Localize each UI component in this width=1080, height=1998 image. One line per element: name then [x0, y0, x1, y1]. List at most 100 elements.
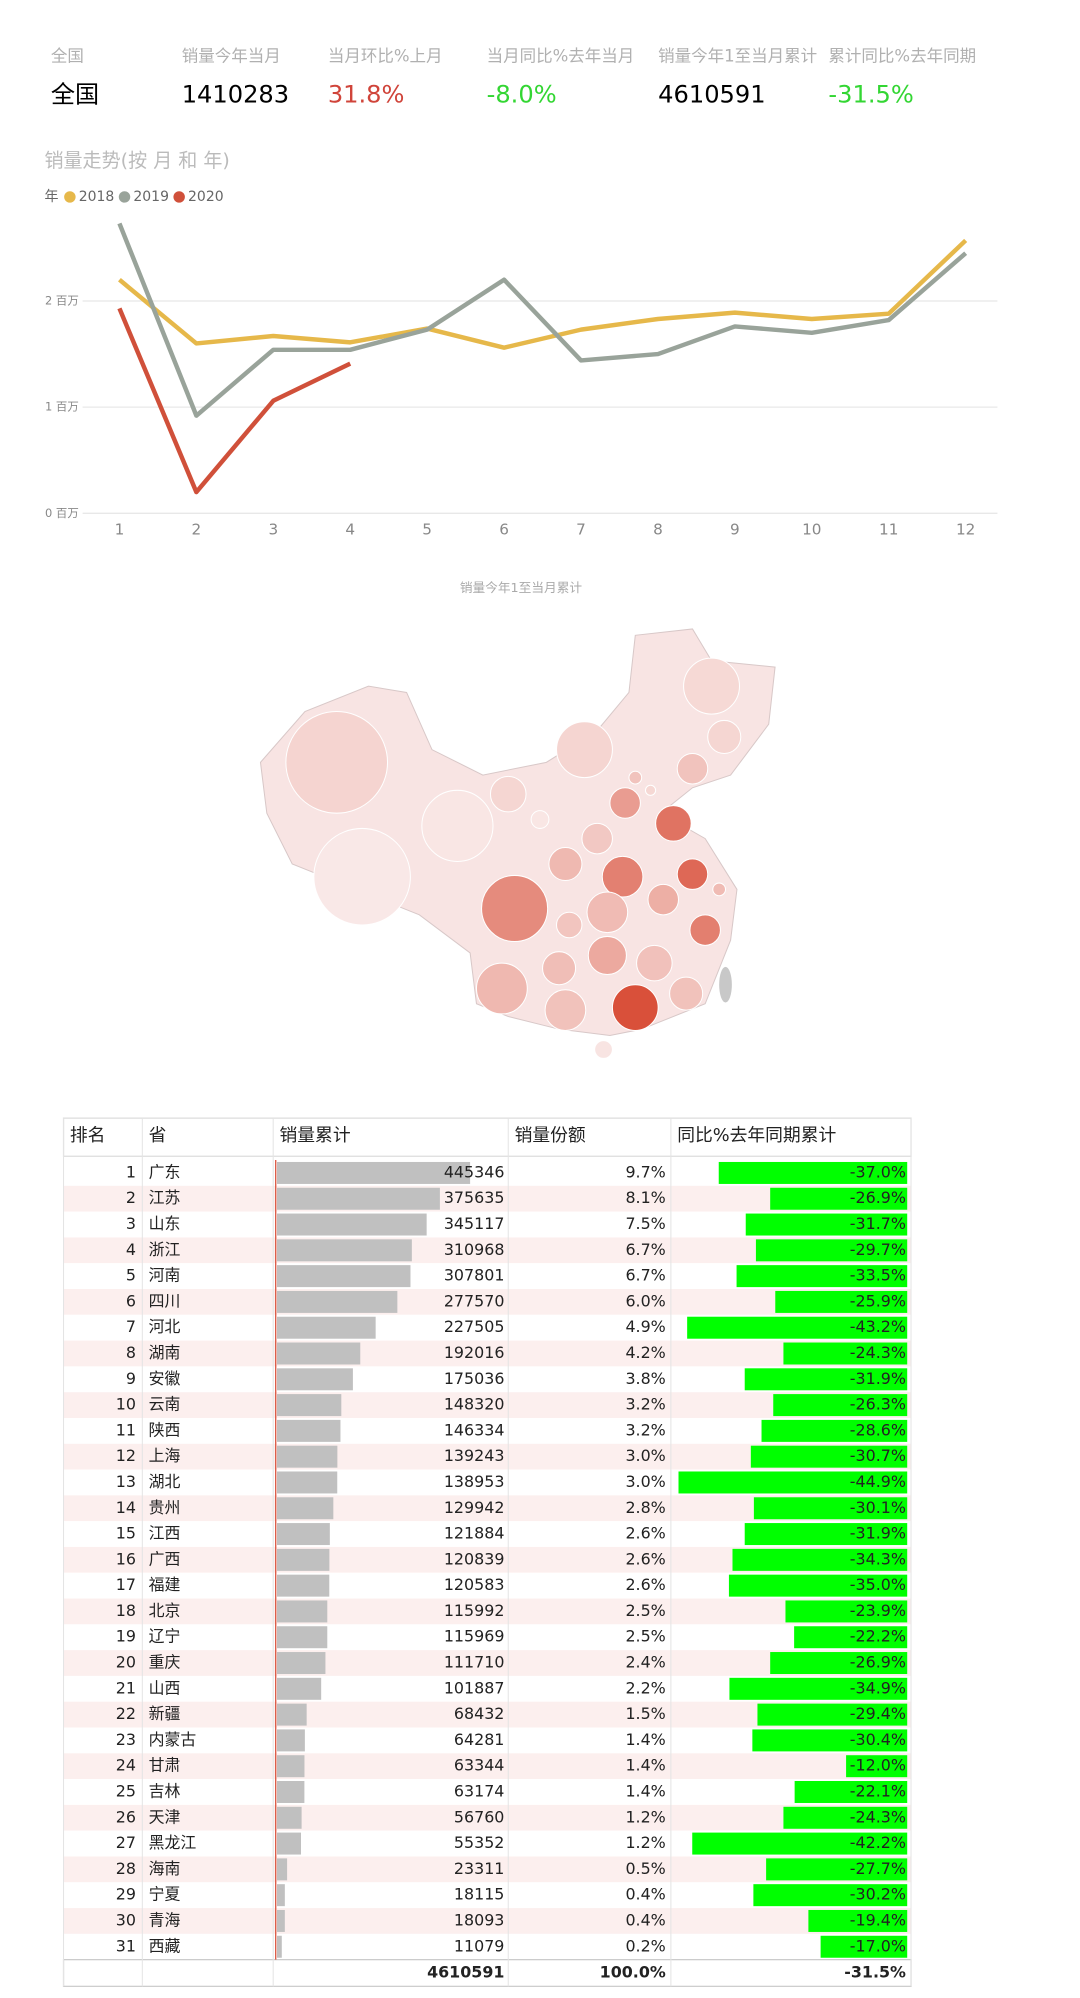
province: 河北 — [149, 1317, 181, 1336]
province: 江西 — [149, 1524, 181, 1543]
share: 6.7% — [625, 1266, 665, 1285]
yoy-bar — [846, 1755, 908, 1778]
column-header: 销量累计 — [280, 1125, 351, 1146]
cumulative: 101887 — [444, 1678, 505, 1697]
sales-bar — [276, 1652, 326, 1675]
table-row — [63, 1753, 912, 1780]
province-region — [647, 883, 680, 916]
rank: 30 — [116, 1910, 136, 1929]
share: 1.4% — [625, 1756, 665, 1775]
share: 8.1% — [625, 1188, 665, 1207]
yoy-bar — [744, 1368, 908, 1391]
share: 3.0% — [625, 1446, 665, 1465]
yoy-bar — [755, 1239, 908, 1262]
rank: 26 — [116, 1807, 136, 1826]
province-region — [586, 891, 629, 934]
rank: 14 — [116, 1498, 136, 1517]
province: 西藏 — [149, 1936, 181, 1955]
yoy-bar — [808, 1909, 908, 1932]
cumulative: 63174 — [454, 1781, 505, 1800]
cumulative: 115969 — [444, 1627, 505, 1646]
share: 6.7% — [625, 1240, 665, 1259]
series-line — [117, 307, 352, 495]
yoy: -26.9% — [850, 1188, 906, 1207]
province: 云南 — [149, 1395, 181, 1414]
share: 2.6% — [625, 1575, 665, 1594]
cumulative: 111710 — [444, 1653, 505, 1672]
yoy: -25.9% — [850, 1291, 906, 1310]
province-region — [556, 911, 583, 939]
sales-bar — [276, 1703, 307, 1726]
province: 山西 — [149, 1678, 181, 1697]
yoy-bar — [744, 1523, 908, 1546]
cumulative: 23311 — [454, 1859, 505, 1878]
sales-bar — [276, 1342, 361, 1365]
yoy-bar — [729, 1677, 908, 1700]
province-region — [475, 962, 528, 1015]
map-title: 销量今年1至当月累计 — [460, 580, 583, 595]
province: 浙江 — [149, 1240, 181, 1259]
table-row — [63, 1624, 912, 1651]
sales-bar — [276, 1548, 330, 1571]
sales-bar — [276, 1290, 398, 1313]
dashboard-body: 销量今年1至当月累计 销量走势(按 月 和 年) 年 全国全国销量今年当月141… — [44, 47, 998, 1987]
province: 广东 — [149, 1162, 181, 1181]
legend-label: 2020 — [188, 189, 224, 205]
kpi-label: 销量今年当月 — [182, 47, 281, 66]
yoy: -17.0% — [850, 1936, 906, 1955]
yoy-bar — [750, 1445, 908, 1468]
cumulative: 148320 — [444, 1395, 505, 1414]
total-yoy: -31.5% — [844, 1962, 906, 1981]
kpi-label: 当月环比%上月 — [328, 47, 443, 66]
column-header: 销量份额 — [515, 1125, 586, 1146]
province-region — [611, 984, 659, 1031]
series-line — [117, 222, 968, 418]
yoy: -24.3% — [850, 1343, 906, 1362]
series-line — [118, 238, 968, 350]
sales-bar — [276, 1523, 330, 1546]
rank: 12 — [116, 1446, 136, 1465]
province: 上海 — [149, 1446, 181, 1465]
table-row — [63, 1185, 912, 1212]
yoy: -34.3% — [850, 1549, 906, 1568]
y-tick-label: 0 百万 — [45, 506, 79, 520]
yoy: -31.9% — [850, 1524, 906, 1543]
cumulative: 307801 — [444, 1266, 505, 1285]
rank: 20 — [116, 1653, 136, 1672]
yoy: -30.4% — [850, 1730, 906, 1749]
cumulative: 138953 — [444, 1472, 505, 1491]
yoy-bar — [775, 1290, 908, 1313]
share: 2.5% — [625, 1601, 665, 1620]
yoy: -12.0% — [850, 1756, 906, 1775]
rank: 3 — [126, 1214, 136, 1233]
x-tick-label: 8 — [653, 520, 663, 538]
share: 9.7% — [625, 1162, 665, 1181]
cumulative: 56760 — [454, 1807, 505, 1826]
share: 1.4% — [625, 1781, 665, 1800]
sales-bar — [276, 1265, 411, 1288]
yoy: -43.2% — [850, 1317, 906, 1336]
province-region — [683, 657, 740, 715]
share: 4.2% — [625, 1343, 665, 1362]
province: 河南 — [149, 1266, 181, 1285]
sales-bar — [276, 1935, 282, 1958]
cumulative: 345117 — [444, 1214, 505, 1233]
rank: 2 — [126, 1188, 136, 1207]
province: 安徽 — [149, 1369, 181, 1388]
yoy-bar — [783, 1342, 908, 1365]
yoy-bar — [757, 1703, 908, 1726]
share: 3.8% — [625, 1369, 665, 1388]
cumulative: 115992 — [444, 1601, 505, 1620]
province: 湖北 — [149, 1472, 181, 1491]
province: 宁夏 — [149, 1885, 181, 1904]
share: 0.4% — [625, 1885, 665, 1904]
yoy-bar — [745, 1213, 908, 1236]
province-region — [489, 775, 527, 813]
rank: 29 — [116, 1885, 136, 1904]
sales-bar — [276, 1161, 471, 1184]
province-region — [544, 989, 587, 1031]
province-region — [676, 858, 709, 890]
kpi-label: 全国 — [51, 47, 84, 66]
province-region — [587, 935, 627, 976]
